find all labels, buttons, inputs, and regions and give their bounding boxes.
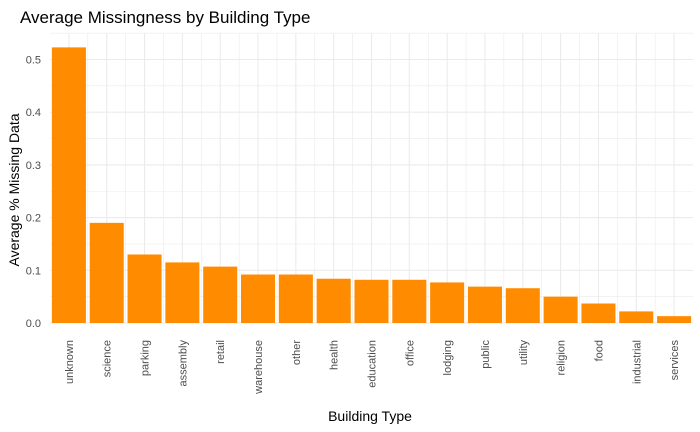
x-tick-label: religion — [556, 340, 568, 375]
y-tick-label: 0.3 — [26, 160, 41, 172]
x-tick-label: parking — [140, 340, 152, 376]
x-tick-label: office — [404, 340, 416, 366]
bar-food — [581, 303, 616, 323]
y-tick-label: 0.0 — [26, 318, 41, 330]
bar-industrial — [619, 311, 654, 323]
x-tick-label: services — [669, 340, 681, 381]
x-tick-label: science — [102, 340, 114, 377]
bar-unknown — [51, 47, 86, 324]
x-tick-label: retail — [215, 340, 227, 364]
y-axis-ticks: 0.0 0.1 0.2 0.3 0.4 0.5 — [26, 55, 41, 331]
y-tick-label: 0.1 — [26, 265, 41, 277]
bar-retail — [203, 266, 238, 323]
bar-utility — [505, 288, 540, 323]
bar-lodging — [430, 282, 465, 323]
x-tick-label: warehouse — [253, 340, 265, 395]
x-tick-label: industrial — [631, 340, 643, 384]
y-axis-title: Average % Missing Data — [6, 113, 22, 266]
chart-title: Average Missingness by Building Type — [20, 8, 310, 27]
x-tick-label: health — [329, 340, 341, 370]
bar-health — [316, 278, 351, 323]
x-tick-label: utility — [518, 340, 530, 366]
bar-other — [278, 274, 313, 323]
bars — [51, 47, 692, 324]
y-tick-label: 0.2 — [26, 213, 41, 225]
bar-assembly — [165, 262, 200, 323]
x-tick-label: lodging — [442, 340, 454, 375]
bar-services — [657, 316, 692, 323]
x-tick-label: other — [291, 340, 303, 365]
y-tick-label: 0.4 — [26, 107, 41, 119]
bar-parking — [127, 254, 162, 323]
x-tick-label: assembly — [177, 340, 189, 387]
x-tick-label: food — [593, 340, 605, 361]
x-axis-ticks: unknown science parking assembly retail wareh… — [64, 340, 681, 395]
bar-religion — [543, 296, 578, 323]
bar-education — [354, 279, 389, 323]
bar-office — [392, 279, 427, 323]
x-tick-label: education — [367, 340, 379, 388]
x-tick-label: unknown — [64, 340, 76, 384]
y-tick-label: 0.5 — [26, 55, 41, 67]
bar-public — [467, 286, 502, 323]
bar-warehouse — [241, 274, 276, 323]
x-axis-title: Building Type — [328, 408, 412, 424]
bar-science — [89, 222, 124, 323]
x-tick-label: public — [480, 340, 492, 369]
